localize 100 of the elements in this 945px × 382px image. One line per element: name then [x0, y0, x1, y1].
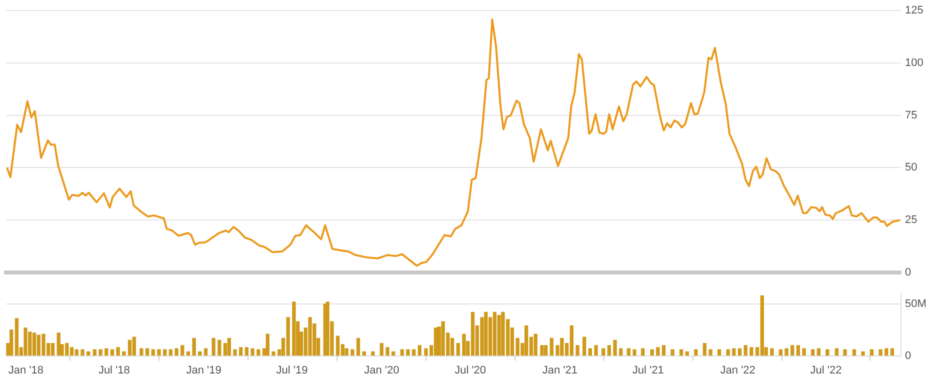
bar	[796, 345, 800, 356]
bar	[308, 317, 312, 356]
y-tick-label: 25	[905, 214, 918, 226]
bar	[613, 340, 617, 356]
bar	[356, 338, 360, 356]
bar	[738, 348, 742, 356]
bar	[50, 343, 55, 356]
x-tick-label: Jan '19	[186, 364, 222, 376]
bar	[816, 348, 820, 356]
x-tick-label: Jul '22	[810, 364, 842, 376]
bar	[180, 345, 184, 356]
bar	[14, 318, 19, 356]
bar	[244, 347, 249, 356]
bar	[588, 348, 592, 356]
bar	[890, 348, 894, 356]
bar	[626, 348, 630, 356]
bar	[212, 338, 216, 356]
bar	[861, 351, 865, 356]
bar	[266, 334, 270, 356]
bar	[650, 349, 654, 356]
bar	[92, 349, 96, 356]
bar	[218, 340, 222, 356]
bar	[116, 347, 120, 356]
bar	[870, 349, 874, 356]
bar	[140, 348, 144, 356]
bar	[550, 338, 554, 356]
bar	[157, 349, 161, 356]
bar	[151, 349, 155, 356]
y-tick-label: 0	[905, 350, 912, 362]
bar	[594, 345, 598, 356]
bar	[350, 349, 354, 356]
bar	[174, 348, 178, 356]
bar	[344, 348, 348, 356]
bar	[434, 327, 438, 356]
bar	[227, 338, 231, 356]
bar	[80, 349, 84, 356]
bar	[163, 349, 167, 356]
bar	[406, 349, 410, 356]
bar	[484, 312, 488, 356]
bar	[694, 349, 698, 356]
bar	[662, 345, 666, 356]
bar	[834, 348, 839, 356]
bar	[233, 349, 237, 356]
bar	[256, 349, 260, 356]
bar	[110, 349, 114, 356]
x-tick-label: Jul '18	[98, 364, 130, 376]
bar	[544, 345, 548, 356]
bar	[250, 348, 254, 356]
bar	[456, 343, 460, 356]
x-tick-label: Jan '18	[8, 364, 44, 376]
y-tick-label: 50M	[905, 298, 926, 310]
bar	[192, 338, 196, 356]
bar	[540, 345, 544, 356]
bar	[292, 302, 296, 356]
bar	[878, 349, 882, 356]
bar	[619, 348, 623, 356]
bar	[784, 348, 788, 356]
bar	[204, 348, 208, 356]
bar	[656, 347, 660, 356]
bar	[778, 349, 782, 356]
bar	[717, 349, 722, 356]
x-tick-label: Jan '20	[364, 364, 400, 376]
bar	[708, 349, 712, 356]
bar	[98, 349, 102, 356]
bar	[239, 347, 243, 356]
bar	[607, 345, 611, 356]
bar	[679, 349, 684, 356]
bar	[843, 349, 847, 356]
bar	[400, 349, 404, 356]
bar	[272, 351, 276, 356]
bar	[702, 343, 706, 356]
bar	[640, 348, 645, 356]
bar	[132, 336, 136, 356]
bar	[884, 348, 888, 356]
y-tick-label: 100	[905, 56, 924, 69]
bar	[810, 349, 815, 356]
bar	[732, 348, 736, 356]
bar	[32, 332, 36, 356]
bar	[601, 348, 606, 356]
bar	[576, 345, 580, 356]
x-tick-label: Jul '21	[632, 364, 664, 376]
x-tick-label: Jan '21	[542, 364, 578, 376]
bar	[412, 349, 416, 356]
bar	[497, 315, 501, 356]
bar	[128, 340, 132, 356]
bar	[418, 345, 422, 356]
bar	[104, 348, 108, 356]
bar	[632, 349, 636, 356]
y-tick-label: 75	[905, 109, 918, 122]
bar	[744, 345, 748, 356]
y-tick-label: 50	[905, 162, 918, 174]
bar	[790, 345, 794, 356]
bar	[750, 347, 754, 356]
bar	[770, 348, 774, 356]
bar	[534, 334, 538, 356]
bar	[168, 349, 173, 356]
bar	[826, 349, 830, 356]
bar	[10, 330, 14, 356]
bar	[802, 348, 806, 356]
bar	[852, 349, 856, 356]
